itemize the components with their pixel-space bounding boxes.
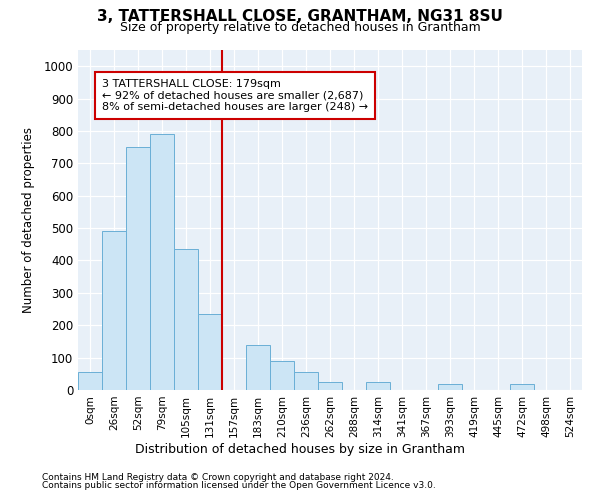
Bar — [78, 372, 102, 390]
Bar — [294, 372, 318, 390]
Bar — [126, 147, 150, 390]
Bar — [270, 361, 294, 390]
Y-axis label: Number of detached properties: Number of detached properties — [22, 127, 35, 313]
Bar — [150, 134, 174, 390]
Bar — [366, 382, 390, 390]
Text: Contains HM Land Registry data © Crown copyright and database right 2024.: Contains HM Land Registry data © Crown c… — [42, 472, 394, 482]
Bar — [174, 249, 198, 390]
Text: Distribution of detached houses by size in Grantham: Distribution of detached houses by size … — [135, 442, 465, 456]
Text: Size of property relative to detached houses in Grantham: Size of property relative to detached ho… — [119, 22, 481, 35]
Bar — [246, 344, 270, 390]
Text: Contains public sector information licensed under the Open Government Licence v3: Contains public sector information licen… — [42, 481, 436, 490]
Bar — [198, 314, 222, 390]
Bar — [510, 384, 534, 390]
Bar — [318, 382, 342, 390]
Text: 3 TATTERSHALL CLOSE: 179sqm
← 92% of detached houses are smaller (2,687)
8% of s: 3 TATTERSHALL CLOSE: 179sqm ← 92% of det… — [102, 79, 368, 112]
Bar — [438, 384, 462, 390]
Text: 3, TATTERSHALL CLOSE, GRANTHAM, NG31 8SU: 3, TATTERSHALL CLOSE, GRANTHAM, NG31 8SU — [97, 9, 503, 24]
Bar — [102, 232, 126, 390]
